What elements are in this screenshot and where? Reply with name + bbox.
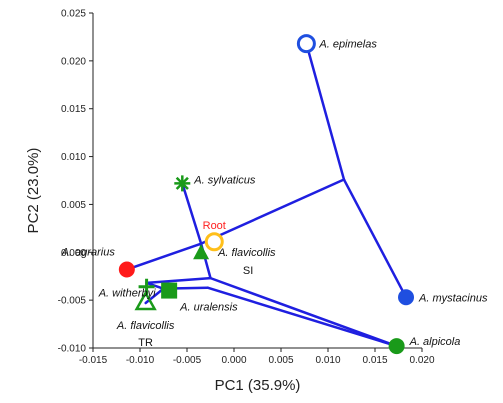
epimelas-label: A. epimelas — [318, 39, 377, 51]
root-label: Root — [203, 220, 226, 232]
tree-edge — [145, 276, 212, 285]
epimelas-marker — [296, 34, 316, 54]
uralensis-marker — [161, 282, 178, 299]
alpicola-marker — [388, 338, 405, 355]
agrarius-marker — [118, 261, 135, 278]
x-axis-title: PC1 (35.9%) — [215, 377, 301, 394]
alpicola-label: A. alpicola — [409, 336, 461, 348]
flavicollis_si-sublabel: SI — [243, 265, 253, 277]
tree-edge — [181, 182, 203, 245]
tree-edge — [206, 286, 398, 348]
witherbyi-marker — [138, 278, 155, 295]
x-ticks: -0.015 -0.010 -0.005 0.000 0.005 0.010 0.015 0.… — [79, 348, 435, 366]
y-tick-label: -0.010 — [58, 344, 87, 355]
sylvaticus-marker — [174, 175, 191, 192]
flavicollis_si-marker — [193, 244, 210, 260]
x-tick-label: 0.000 — [221, 355, 246, 366]
x-tick-label: -0.015 — [79, 355, 108, 366]
x-tick-label: -0.005 — [173, 355, 202, 366]
tree-edge — [145, 281, 165, 290]
tree-edge — [125, 242, 203, 271]
sylvaticus-label: A. sylvaticus — [193, 174, 256, 186]
y-tick-label: -0.005 — [58, 296, 87, 307]
y-axis-title: PC2 (23.0%) — [25, 148, 42, 234]
mystacinus-label: A. mystacinus — [418, 292, 488, 304]
x-tick-label: 0.020 — [409, 355, 434, 366]
flavicollis_tr-sublabel: TR — [138, 337, 153, 349]
tree-edge — [209, 276, 398, 348]
tree-edge — [342, 178, 408, 299]
y-tick-label: 0.015 — [61, 104, 86, 115]
agrarius-label: A. agrarius — [61, 247, 116, 259]
x-tick-label: 0.005 — [268, 355, 293, 366]
y-tick-label: 0.020 — [61, 56, 86, 67]
root-marker — [204, 232, 224, 252]
mystacinus-marker — [398, 289, 415, 306]
y-tick-label: 0.010 — [61, 152, 86, 163]
y-tick-label: 0.005 — [61, 200, 86, 211]
y-tick-label: 0.025 — [61, 9, 86, 20]
flavicollis_si-label: A. flavicollis — [217, 247, 276, 259]
flavicollis_tr-marker — [134, 290, 157, 311]
y-tick-label: 0.000 — [61, 248, 86, 259]
axes — [92, 13, 422, 349]
y-ticks: -0.010 -0.005 0.000 0.005 0.010 0.015 0.020 0.0… — [58, 9, 93, 355]
x-tick-label: 0.010 — [315, 355, 340, 366]
tree-edge — [305, 42, 346, 181]
point-markers — [118, 34, 415, 355]
x-tick-label: -0.010 — [126, 355, 155, 366]
flavicollis_tr-label: A. flavicollis — [116, 320, 175, 332]
point-labels: A. epimelas A. sylvaticus Root A. agrarius A… — [61, 39, 488, 349]
phylogeny-edges — [125, 42, 408, 348]
x-tick-label: 0.015 — [362, 355, 387, 366]
tree-edge — [199, 178, 346, 245]
witherbyi-label: A. witherbyi — [98, 288, 156, 300]
uralensis-label: A. uralensis — [179, 302, 238, 314]
